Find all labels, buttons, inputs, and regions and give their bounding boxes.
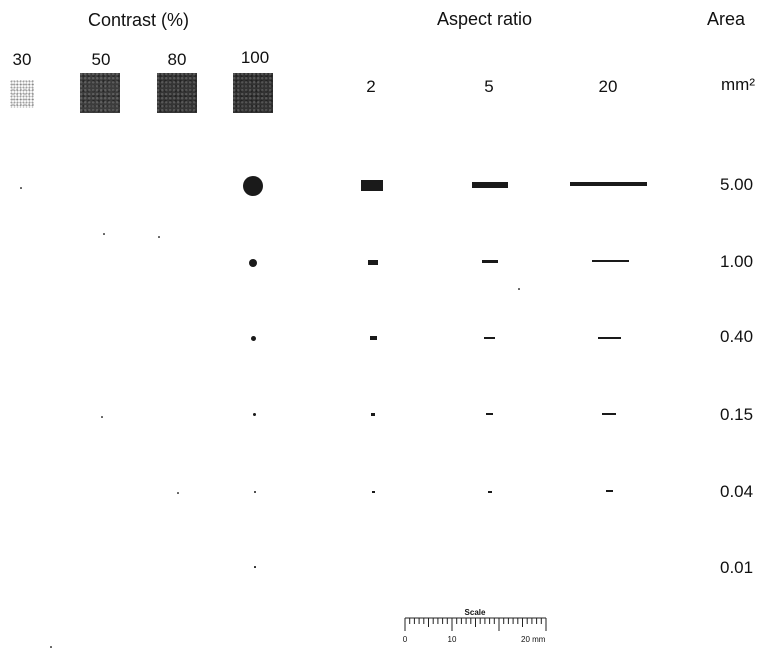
scale-title: Scale (464, 608, 486, 617)
faint-target-speck (158, 236, 160, 238)
contrast-swatch-100 (233, 73, 273, 113)
contrast-label-80: 80 (167, 50, 187, 69)
area-value-5-00: 5.00 (720, 175, 754, 194)
area-value-1-00: 1.00 (720, 252, 754, 271)
contrast-swatch-30 (10, 80, 34, 108)
target-dot-0-01 (254, 566, 256, 568)
aspect-ratio-header: Aspect ratio (437, 9, 533, 29)
contrast-swatch-80 (157, 73, 197, 113)
target-bar-ar20-0-15 (602, 413, 616, 415)
target-bar-ar2-0-40 (370, 336, 377, 340)
target-bar-ar2-0-15 (371, 413, 375, 416)
target-bar-ar5-0-15 (486, 413, 493, 415)
aspect-label-5: 5 (484, 77, 494, 96)
target-dot-0-04 (254, 491, 256, 493)
area-value-0-01: 0.01 (720, 558, 754, 577)
scale-bar (404, 617, 547, 631)
faint-target-speck (101, 416, 103, 418)
target-dot-0-15 (253, 413, 256, 416)
contrast-header: Contrast (%) (88, 10, 190, 30)
contrast-label-30: 30 (12, 50, 32, 69)
target-bar-ar5-1-00 (482, 260, 498, 263)
area-header: Area (707, 9, 746, 29)
scale-tick-10: 10 (447, 635, 457, 644)
faint-target-speck (103, 233, 105, 235)
target-bar-ar2-5-00 (361, 180, 383, 191)
aspect-label-20: 20 (598, 77, 618, 96)
target-bar-ar5-5-00 (472, 182, 508, 188)
target-bar-ar20-0-04 (606, 490, 613, 492)
contrast-label-100: 100 (240, 48, 270, 67)
faint-target-speck (50, 646, 52, 648)
target-bar-ar2-0-04 (372, 491, 375, 493)
target-dot-1-00 (249, 259, 257, 267)
scale-tick-20-mm: 20 mm (521, 635, 546, 644)
scale-tick-0: 0 (402, 635, 408, 644)
area-value-0-04: 0.04 (720, 482, 754, 501)
target-bar-ar5-0-04 (488, 491, 492, 493)
target-dot-5-00 (243, 176, 263, 196)
contrast-swatch-50 (80, 73, 120, 113)
contrast-label-50: 50 (91, 50, 111, 69)
faint-target-speck (20, 187, 22, 189)
faint-target-speck (518, 288, 520, 290)
area-value-0-15: 0.15 (720, 405, 754, 424)
faint-target-speck (177, 492, 179, 494)
target-dot-0-40 (251, 336, 256, 341)
aspect-label-2: 2 (366, 77, 376, 96)
target-bar-ar2-1-00 (368, 260, 378, 265)
area-value-0-40: 0.40 (720, 327, 754, 346)
target-bar-ar20-1-00 (592, 260, 629, 262)
target-bar-ar20-5-00 (570, 182, 647, 186)
target-bar-ar5-0-40 (484, 337, 495, 339)
area-unit-label: mm² (721, 75, 755, 94)
target-bar-ar20-0-40 (598, 337, 621, 339)
